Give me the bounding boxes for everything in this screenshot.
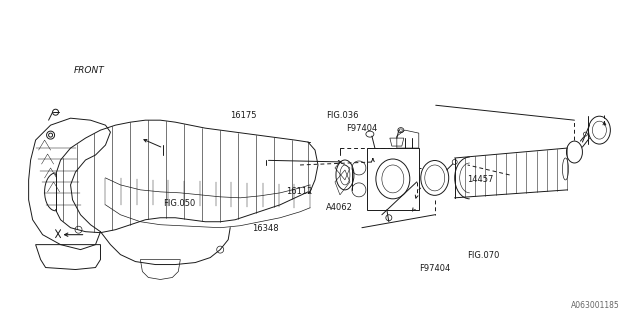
Text: FRONT: FRONT (74, 66, 105, 75)
Text: FIG.050: FIG.050 (164, 198, 196, 207)
Text: 14457: 14457 (467, 175, 493, 184)
Text: FIG.070: FIG.070 (467, 251, 499, 260)
Text: 16348: 16348 (252, 224, 279, 233)
Text: F97404: F97404 (346, 124, 377, 132)
Text: 16175: 16175 (230, 111, 257, 120)
Text: A063001185: A063001185 (572, 301, 620, 310)
Text: A4062: A4062 (326, 203, 353, 212)
Text: 16112: 16112 (286, 188, 313, 196)
Text: FIG.036: FIG.036 (326, 111, 359, 120)
Text: F97404: F97404 (419, 264, 451, 273)
